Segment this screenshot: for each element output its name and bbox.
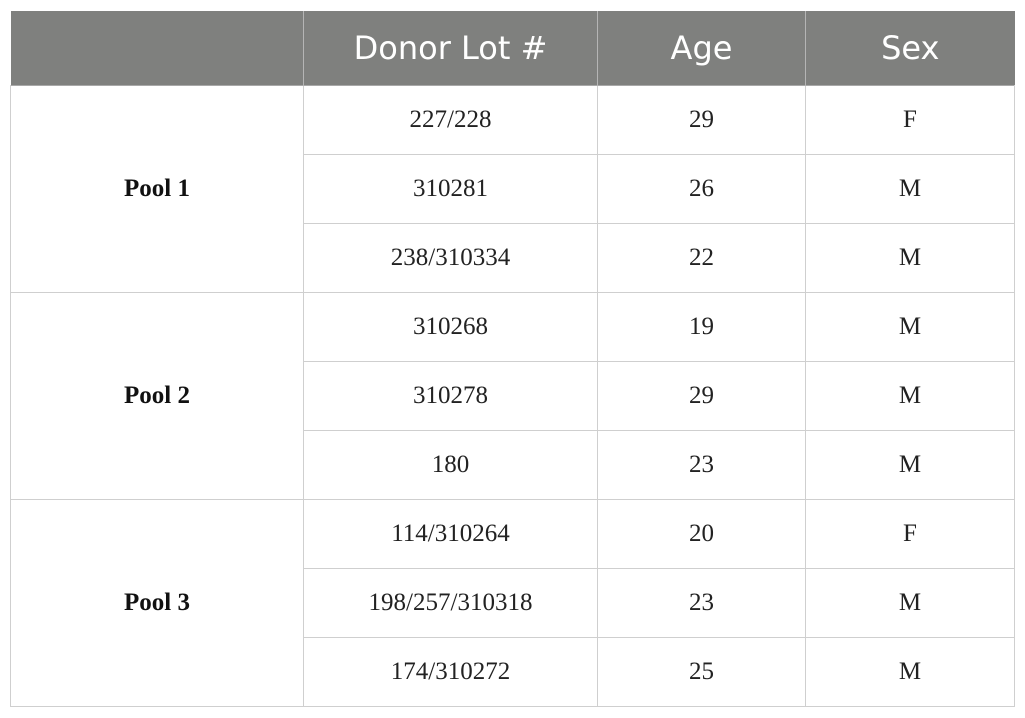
header-pool: [10, 11, 304, 86]
sex-cell: M: [805, 292, 1015, 362]
header-donor-lot: Donor Lot #: [303, 11, 598, 86]
table-row: 310278 29 M: [11, 361, 1015, 431]
age-cell: 19: [597, 292, 806, 362]
donor-lot-cell: 180: [303, 430, 598, 500]
sex-cell: M: [805, 154, 1015, 224]
sex-cell: M: [805, 361, 1015, 431]
sex-cell: M: [805, 430, 1015, 500]
age-cell: 23: [597, 430, 806, 500]
table-row: 238/310334 22 M: [11, 223, 1015, 293]
donor-table-container: Donor Lot # Age Sex Pool 1 227/228 29 F …: [10, 11, 1015, 707]
age-cell: 29: [597, 361, 806, 431]
donor-table: Donor Lot # Age Sex Pool 1 227/228 29 F …: [10, 11, 1015, 707]
header-row: Donor Lot # Age Sex: [10, 11, 1015, 86]
age-cell: 25: [597, 637, 806, 707]
table-row: Pool 3 114/310264 20 F: [10, 499, 1015, 707]
pool-label: Pool 2: [10, 292, 304, 500]
donor-lot-cell: 114/310264: [303, 499, 598, 569]
pool-label: Pool 1: [10, 85, 304, 293]
age-cell: 26: [597, 154, 806, 224]
header-age: Age: [597, 11, 806, 86]
table-row: Pool 2 310268 19 M: [10, 292, 1015, 500]
age-cell: 23: [597, 568, 806, 638]
sex-cell: M: [805, 568, 1015, 638]
age-cell: 22: [597, 223, 806, 293]
header-sex: Sex: [805, 11, 1015, 86]
sex-cell: F: [805, 85, 1015, 155]
donor-lot-cell: 238/310334: [303, 223, 598, 293]
pool-label: Pool 3: [10, 499, 304, 707]
donor-lot-cell: 310268: [303, 292, 598, 362]
age-cell: 20: [597, 499, 806, 569]
donor-lot-cell: 174/310272: [303, 637, 598, 707]
donor-lot-cell: 198/257/310318: [303, 568, 598, 638]
sex-cell: M: [805, 637, 1015, 707]
donor-lot-cell: 310281: [303, 154, 598, 224]
sex-cell: F: [805, 499, 1015, 569]
donor-lot-cell: 310278: [303, 361, 598, 431]
age-cell: 29: [597, 85, 806, 155]
table-row: 310281 26 M: [11, 154, 1015, 224]
table-row: Pool 1 227/228 29 F: [10, 85, 1015, 293]
donor-lot-cell: 227/228: [303, 85, 598, 155]
sex-cell: M: [805, 223, 1015, 293]
table-row: 180 23 M: [11, 430, 1015, 500]
table-row: 174/310272 25 M: [11, 637, 1015, 707]
